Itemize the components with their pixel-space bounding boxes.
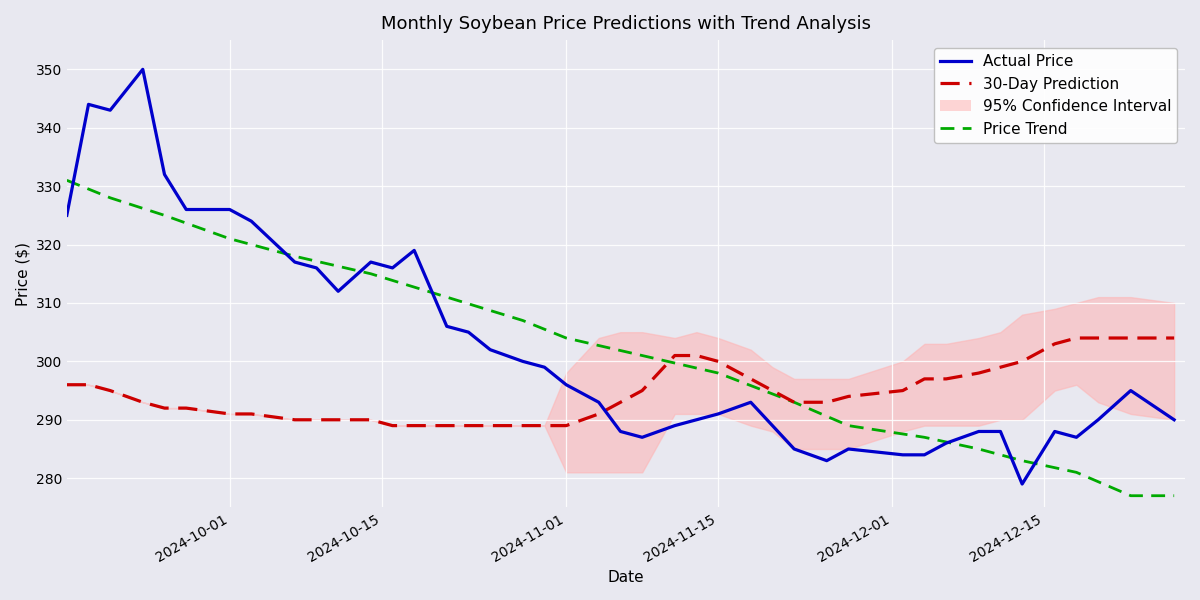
- Title: Monthly Soybean Price Predictions with Trend Analysis: Monthly Soybean Price Predictions with T…: [380, 15, 871, 33]
- Y-axis label: Price ($): Price ($): [14, 242, 30, 306]
- Legend: Actual Price, 30-Day Prediction, 95% Confidence Interval, Price Trend: Actual Price, 30-Day Prediction, 95% Con…: [934, 48, 1177, 143]
- X-axis label: Date: Date: [607, 570, 644, 585]
